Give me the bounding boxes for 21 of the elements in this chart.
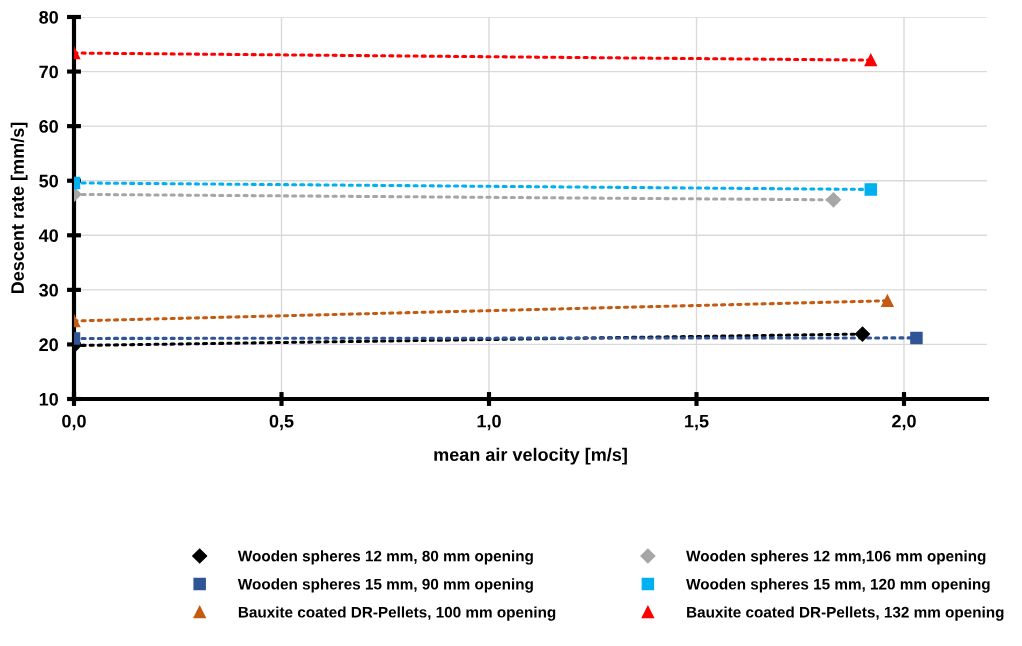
legend-label: Wooden spheres 15 mm, 120 mm opening xyxy=(686,578,990,593)
y-axis-title: Descent rate [mm/s] xyxy=(10,122,28,294)
x-tick-label: 2,0 xyxy=(892,414,916,431)
x-tick-label: 1,5 xyxy=(685,414,709,431)
y-tick-label: 70 xyxy=(39,65,58,79)
y-tick-label: 50 xyxy=(39,174,58,188)
y-tick-label: 40 xyxy=(38,229,58,243)
x-tick-label: 1,0 xyxy=(477,414,501,431)
y-tick-label: 10 xyxy=(39,392,58,406)
x-tick-label: 0,5 xyxy=(269,414,294,431)
y-tick-label: 80 xyxy=(39,10,58,24)
x-axis-title: mean air velocity [m/s] xyxy=(434,447,627,465)
y-tick-label: 20 xyxy=(39,338,58,352)
y-tick-label: 30 xyxy=(39,283,58,297)
x-tick-label: 0,0 xyxy=(62,414,86,431)
legend-label: Bauxite coated DR-Pellets, 132 mm opening xyxy=(687,606,1004,621)
legend-label: Bauxite coated DR-Pellets, 100 mm opening xyxy=(238,606,556,621)
legend-label: Wooden spheres 15 mm, 90 mm opening xyxy=(237,578,533,593)
y-tick-label: 60 xyxy=(39,120,58,133)
legend-label: Wooden spheres 12 mm, 80 mm opening xyxy=(237,550,533,565)
legend-label: Wooden spheres 12 mm,106 mm opening xyxy=(686,550,986,565)
